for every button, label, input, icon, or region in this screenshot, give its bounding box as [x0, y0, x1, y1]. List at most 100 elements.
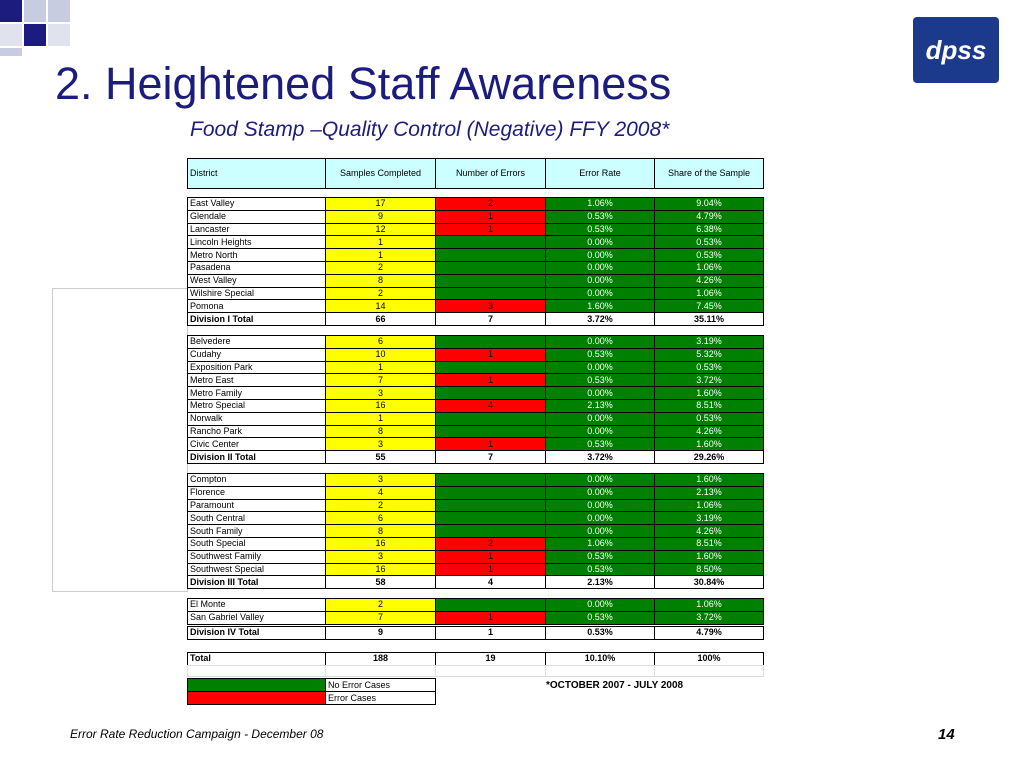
data-cell [435, 286, 546, 301]
data-cell [435, 235, 546, 250]
data-cell: Florence [187, 485, 326, 500]
data-cell: 1 [325, 411, 436, 426]
data-cell: 6 [325, 335, 436, 349]
total-cell: 188 [325, 652, 436, 666]
data-cell: 3 [325, 549, 436, 564]
data-cell: 4.26% [654, 273, 764, 288]
data-cell: 0.53% [545, 610, 655, 625]
data-cell: 4 [435, 399, 546, 413]
data-cell: 2 [435, 197, 546, 211]
data-cell: 0.53% [545, 222, 655, 237]
header-cell: Number of Errors [435, 158, 546, 189]
data-cell: 1.60% [654, 437, 764, 452]
empty-cell [187, 665, 326, 677]
legend-swatch [187, 691, 326, 705]
data-cell: 1.60% [654, 386, 764, 400]
data-cell: 0.00% [545, 511, 655, 526]
header-cell: Error Rate [545, 158, 655, 189]
data-cell: 0.00% [545, 498, 655, 513]
data-cell: 1.60% [545, 299, 655, 314]
data-cell: 0.00% [545, 424, 655, 439]
total-cell: 2.13% [545, 575, 655, 590]
total-cell: 10.10% [545, 652, 655, 666]
data-cell: 3.19% [654, 335, 764, 349]
total-cell: 4.79% [654, 625, 764, 640]
data-cell [435, 335, 546, 349]
data-cell: 1 [435, 373, 546, 388]
data-cell: 0.53% [545, 562, 655, 577]
data-cell: 4.26% [654, 424, 764, 439]
page-number: 14 [938, 726, 955, 743]
empty-cell [435, 665, 546, 677]
data-cell: 2 [325, 261, 436, 275]
data-cell: 1 [435, 549, 546, 564]
subtitle: Food Stamp –Quality Control (Negative) F… [190, 118, 670, 141]
total-cell: 9 [325, 625, 436, 640]
data-cell: San Gabriel Valley [187, 610, 326, 625]
data-cell: 0.53% [654, 248, 764, 262]
data-cell: 8 [325, 273, 436, 288]
data-cell: 3.72% [654, 373, 764, 388]
data-cell: 1 [325, 248, 436, 262]
data-cell: Norwalk [187, 411, 326, 426]
total-cell: 35.11% [654, 312, 764, 326]
data-cell: 0.00% [545, 273, 655, 288]
data-cell: Pasadena [187, 261, 326, 275]
total-cell: 58 [325, 575, 436, 590]
data-cell: 1 [435, 610, 546, 625]
data-cell: 0.53% [545, 549, 655, 564]
empty-cell [545, 665, 655, 677]
total-cell: 19 [435, 652, 546, 666]
data-cell: Metro Special [187, 399, 326, 413]
data-cell: South Family [187, 524, 326, 538]
data-cell [435, 424, 546, 439]
data-cell: 0.00% [545, 235, 655, 250]
data-cell: 0.53% [654, 235, 764, 250]
decor [24, 0, 46, 22]
data-cell: 0.53% [545, 209, 655, 224]
data-cell: 17 [325, 197, 436, 211]
data-cell: 4.79% [654, 209, 764, 224]
empty-cell [654, 665, 764, 677]
data-cell: 0.00% [545, 360, 655, 375]
data-cell: 8 [325, 424, 436, 439]
data-cell: 0.00% [545, 411, 655, 426]
data-cell: 2 [325, 498, 436, 513]
placeholder-frame [52, 288, 188, 592]
total-cell: 7 [435, 312, 546, 326]
total-cell: 0.53% [545, 625, 655, 640]
data-cell: 9.04% [654, 197, 764, 211]
data-cell: 1.06% [545, 537, 655, 551]
data-cell: 8.51% [654, 537, 764, 551]
data-cell: 2 [325, 286, 436, 301]
data-cell: 3.72% [654, 610, 764, 625]
data-cell: 7 [325, 373, 436, 388]
legend-swatch [187, 678, 326, 692]
logo: dpss [913, 17, 999, 83]
data-cell: South Central [187, 511, 326, 526]
total-cell: 7 [435, 450, 546, 464]
data-cell: 0.00% [545, 598, 655, 612]
data-cell: 7.45% [654, 299, 764, 314]
data-cell: Exposition Park [187, 360, 326, 375]
data-cell: Glendale [187, 209, 326, 224]
legend-label: Error Cases [325, 691, 436, 705]
data-cell: Lincoln Heights [187, 235, 326, 250]
data-cell: Compton [187, 473, 326, 487]
data-cell: 1.06% [545, 197, 655, 211]
data-cell: 3 [435, 299, 546, 314]
data-cell: South Special [187, 537, 326, 551]
data-cell: 3 [325, 386, 436, 400]
total-cell: 100% [654, 652, 764, 666]
data-cell [435, 511, 546, 526]
legend-label: No Error Cases [325, 678, 436, 692]
data-cell: 2.13% [545, 399, 655, 413]
data-cell: 0.00% [545, 248, 655, 262]
total-cell: 66 [325, 312, 436, 326]
data-cell [435, 411, 546, 426]
data-cell: 4.26% [654, 524, 764, 538]
total-cell: 3.72% [545, 450, 655, 464]
data-cell: 1.06% [654, 261, 764, 275]
data-cell [435, 261, 546, 275]
data-cell [435, 524, 546, 538]
